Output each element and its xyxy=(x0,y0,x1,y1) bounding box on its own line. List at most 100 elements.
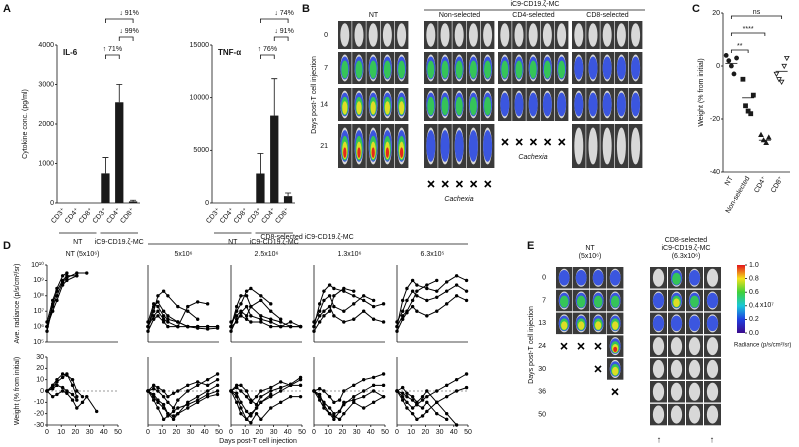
bioluminescence xyxy=(528,92,538,117)
y-tick-label: 5000 xyxy=(193,147,209,154)
bioluminescence xyxy=(595,321,602,330)
data-point xyxy=(186,389,190,393)
data-point xyxy=(60,372,65,376)
bracket xyxy=(730,49,749,53)
data-point xyxy=(146,329,150,333)
data-point xyxy=(352,302,356,306)
x-tick-label: 50 xyxy=(464,429,472,436)
data-point xyxy=(161,394,166,399)
data-point xyxy=(65,389,69,393)
data-point xyxy=(371,400,376,405)
error-bar xyxy=(271,78,278,116)
y-tick-label: 0 xyxy=(205,200,209,207)
data-point xyxy=(327,406,332,410)
data-point xyxy=(781,63,788,70)
data-point xyxy=(269,385,273,390)
y-axis-label: Weight (% from initial) xyxy=(14,357,21,425)
data-point xyxy=(205,383,210,388)
annotation: ↑ 76% xyxy=(258,46,277,53)
data-point xyxy=(352,294,356,298)
data-point xyxy=(161,289,166,293)
data-point xyxy=(362,389,366,393)
x-tick-label: 10 xyxy=(241,429,249,436)
x-tick-label: 40 xyxy=(100,429,108,436)
data-point xyxy=(445,289,449,293)
series-line xyxy=(46,390,98,412)
death-mark xyxy=(594,342,602,350)
data-point xyxy=(464,289,469,293)
bioluminescence xyxy=(631,92,641,117)
mouse-body xyxy=(631,127,641,165)
data-point xyxy=(415,417,419,422)
x-tick-label: 20 xyxy=(72,429,80,436)
data-point xyxy=(381,394,386,399)
data-point xyxy=(55,392,59,397)
bioluminescence xyxy=(574,56,584,80)
bioluminescence xyxy=(688,270,701,286)
data-point xyxy=(161,389,166,393)
data-point xyxy=(60,375,65,380)
data-point xyxy=(400,298,405,303)
mouse-body xyxy=(454,23,464,47)
y-tick-label: 2000 xyxy=(38,121,54,128)
data-point xyxy=(215,383,220,388)
mouse-body xyxy=(616,127,626,165)
mouse-body xyxy=(574,127,584,165)
data-point xyxy=(176,324,180,329)
data-point xyxy=(50,387,55,391)
data-point xyxy=(60,283,65,287)
data-point xyxy=(332,294,336,298)
bioluminescence xyxy=(441,96,449,116)
data-point xyxy=(454,389,459,393)
data-point xyxy=(279,385,283,390)
x-tick-label: CD3⁺ xyxy=(50,207,67,225)
x-tick-label: 10 xyxy=(158,429,166,436)
error-bar xyxy=(116,84,123,103)
mouse-body xyxy=(670,359,683,378)
bioluminescence xyxy=(561,321,568,330)
data-point xyxy=(371,375,376,380)
data-point xyxy=(312,320,316,324)
group-label: CD4-selected xyxy=(512,12,555,19)
data-point xyxy=(362,298,366,303)
bar xyxy=(270,115,279,203)
panel-label: D xyxy=(3,240,11,252)
data-point xyxy=(425,314,429,318)
data-point xyxy=(55,294,59,298)
bioluminescence xyxy=(616,56,626,80)
x-tick-label: 30 xyxy=(353,429,361,436)
row-label: 7 xyxy=(542,297,546,304)
error-bar xyxy=(130,199,137,202)
data-point xyxy=(234,391,239,395)
data-point xyxy=(362,406,366,410)
mouse-body xyxy=(616,23,626,47)
data-point xyxy=(410,406,415,410)
data-point xyxy=(176,406,180,410)
data-point xyxy=(166,394,170,399)
bioluminescence xyxy=(399,147,404,158)
group-label: NT xyxy=(228,239,238,246)
data-point xyxy=(229,389,233,393)
data-point xyxy=(425,400,429,405)
group-label: iC9-CD19.ζ-MC xyxy=(250,239,299,246)
data-point xyxy=(60,385,65,390)
bioluminescence xyxy=(454,130,464,162)
data-point xyxy=(156,300,160,304)
mouse-body xyxy=(440,23,450,47)
row-label: 0 xyxy=(542,275,546,282)
data-point xyxy=(362,309,366,313)
series-line xyxy=(396,275,467,327)
data-point xyxy=(244,409,249,414)
data-point xyxy=(410,298,415,303)
data-point xyxy=(435,411,439,416)
bar xyxy=(101,173,110,203)
data-point xyxy=(454,423,459,427)
data-point xyxy=(454,294,459,298)
data-point xyxy=(371,298,376,303)
data-point xyxy=(400,398,405,402)
data-point xyxy=(50,394,55,399)
bioluminescence xyxy=(688,315,701,332)
bioluminescence xyxy=(574,92,584,117)
death-mark xyxy=(470,180,478,188)
